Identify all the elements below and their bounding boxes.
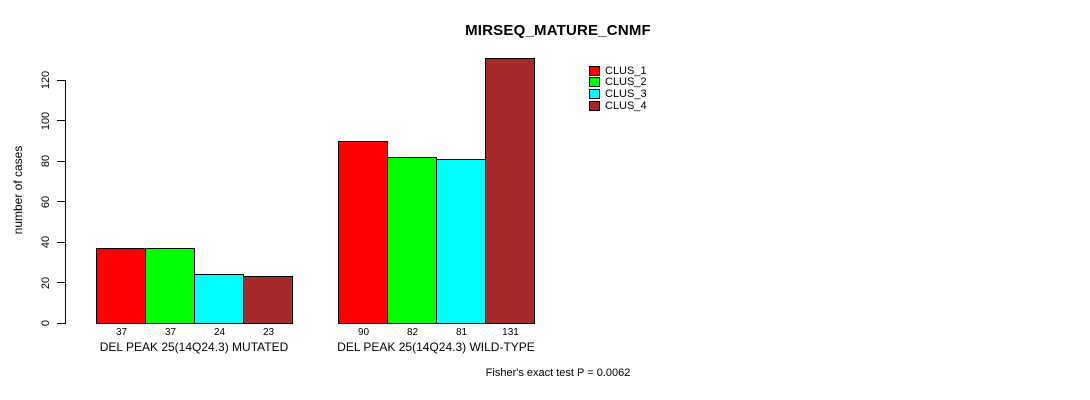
y-axis-title: number of cases [11,145,25,235]
legend-item-clus_3: CLUS_3 [589,88,647,100]
group-label: DEL PEAK 25(14Q24.3) MUTATED [99,340,289,354]
legend-swatch [589,77,600,88]
legend-swatch [589,88,600,99]
legend-label: CLUS_4 [605,99,647,112]
y-tick [57,79,65,81]
legend: CLUS_1 CLUS_2 CLUS_3 CLUS_4 [589,65,647,112]
bar-value-label: 24 [213,327,226,338]
bar-clus_2-group2 [387,157,437,324]
legend-swatch [589,65,600,76]
bar-clus_2-group1 [145,248,195,324]
y-tick [57,120,65,121]
bar-value-label: 90 [357,327,370,338]
bar-value-label: 131 [502,327,519,338]
bar-clus_1-group2 [338,141,388,324]
y-tick-label: 100 [40,111,52,130]
chart-title: MIRSEQ_MATURE_CNMF [465,22,651,39]
y-tick [57,201,65,202]
y-tick [57,241,65,243]
legend-label: CLUS_3 [605,87,647,100]
legend-label: CLUS_1 [605,64,647,77]
bar-value-label: 82 [406,327,419,338]
y-tick-label: 0 [40,319,52,327]
y-axis-line [65,80,66,324]
group-label: DEL PEAK 25(14Q24.3) WILD-TYPE [337,340,535,354]
y-tick-label: 120 [40,70,52,90]
bar-clus_4-group2 [485,58,535,324]
y-tick-label: 20 [40,276,52,289]
legend-swatch [589,100,600,111]
y-tick-label: 80 [40,154,52,168]
legend-item-clus_1: CLUS_1 [589,65,647,77]
stat-annotation: Fisher's exact test P = 0.0062 [485,367,631,379]
bar-value-label: 37 [164,327,177,338]
y-tick-label: 60 [40,195,52,208]
legend-label: CLUS_2 [605,76,647,89]
bar-clus_3-group2 [436,159,486,324]
y-tick-label: 40 [40,235,52,249]
y-tick [57,322,65,324]
bar-clus_3-group1 [194,274,244,324]
legend-item-clus_2: CLUS_2 [589,76,647,89]
y-tick [57,160,65,162]
legend-item-clus_4: CLUS_4 [589,100,647,112]
bar-value-label: 81 [455,327,468,338]
bar-clus_4-group1 [243,276,293,324]
bar-value-label: 37 [115,327,128,338]
bar-clus_1-group1 [96,248,146,324]
bar-value-label: 23 [262,327,275,338]
y-tick [57,282,65,283]
